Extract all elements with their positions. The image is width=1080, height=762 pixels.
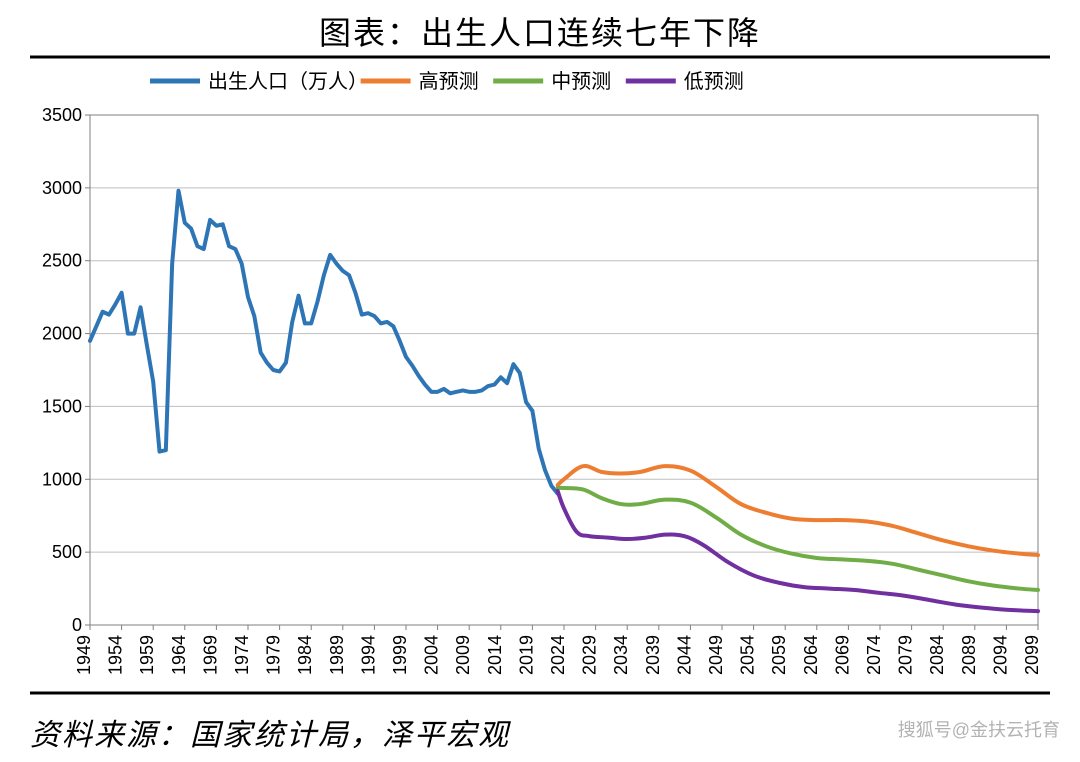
svg-text:1994: 1994 [358, 635, 378, 675]
svg-text:2039: 2039 [643, 635, 663, 675]
svg-text:出生人口（万人）: 出生人口（万人） [208, 70, 368, 93]
svg-text:2014: 2014 [485, 635, 505, 675]
svg-text:中预测: 中预测 [551, 70, 611, 93]
svg-text:2034: 2034 [611, 635, 631, 675]
chart-title: 图表：出生人口连续七年下降 [0, 8, 1080, 54]
source-text: 资料来源：国家统计局，泽平宏观 [30, 710, 510, 754]
svg-text:2059: 2059 [769, 635, 789, 675]
svg-text:1949: 1949 [74, 635, 94, 675]
watermark-text: 搜狐号@金扶云托育 [898, 716, 1060, 742]
svg-text:1000: 1000 [42, 469, 82, 489]
svg-text:高预测: 高预测 [419, 70, 479, 93]
chart-svg: 0 500 1000 1500 2000 2500 3000 3500 1949 1954 1959… [30, 55, 1050, 695]
chart-container: 图表：出生人口连续七年下降 0 500 1000 1500 2000 2500 3000 35… [0, 0, 1080, 762]
svg-text:2094: 2094 [990, 635, 1010, 675]
svg-text:3000: 3000 [42, 178, 82, 198]
svg-text:500: 500 [52, 542, 82, 562]
svg-text:2064: 2064 [801, 635, 821, 675]
svg-text:2044: 2044 [674, 635, 694, 675]
svg-text:1979: 1979 [264, 635, 284, 675]
svg-text:2049: 2049 [706, 635, 726, 675]
svg-text:2074: 2074 [864, 635, 884, 675]
series-low [558, 491, 1038, 611]
svg-text:1999: 1999 [390, 635, 410, 675]
svg-text:2069: 2069 [832, 635, 852, 675]
svg-text:2099: 2099 [1022, 635, 1042, 675]
svg-text:2024: 2024 [548, 635, 568, 675]
svg-text:2019: 2019 [516, 635, 536, 675]
chart-plot-area: 0 500 1000 1500 2000 2500 3000 3500 1949 1954 1959… [30, 55, 1050, 695]
svg-text:1959: 1959 [137, 635, 157, 675]
svg-text:2004: 2004 [422, 635, 442, 675]
svg-text:0: 0 [72, 615, 82, 635]
svg-text:1989: 1989 [327, 635, 347, 675]
svg-text:1954: 1954 [106, 635, 126, 675]
svg-text:2084: 2084 [927, 635, 947, 675]
svg-text:1984: 1984 [295, 635, 315, 675]
svg-text:3500: 3500 [42, 105, 82, 125]
svg-text:1969: 1969 [200, 635, 220, 675]
svg-text:2089: 2089 [959, 635, 979, 675]
svg-text:2500: 2500 [42, 251, 82, 271]
svg-text:1974: 1974 [232, 635, 252, 675]
svg-text:2029: 2029 [580, 635, 600, 675]
series-historical [90, 191, 558, 494]
svg-text:2079: 2079 [896, 635, 916, 675]
svg-text:2000: 2000 [42, 324, 82, 344]
svg-text:1964: 1964 [169, 635, 189, 675]
svg-text:2054: 2054 [738, 635, 758, 675]
svg-text:2009: 2009 [453, 635, 473, 675]
svg-text:低预测: 低预测 [684, 70, 744, 93]
svg-text:1500: 1500 [42, 396, 82, 416]
